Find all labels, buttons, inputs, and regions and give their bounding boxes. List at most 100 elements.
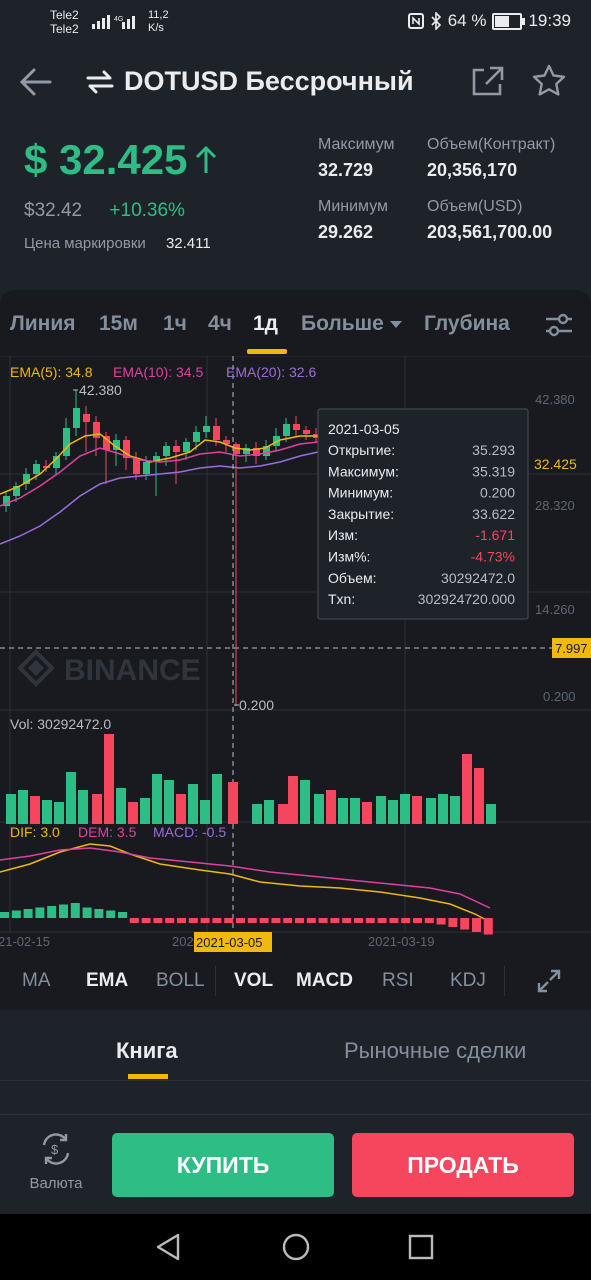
macd-bar — [141, 918, 151, 923]
dem-legend: DEM: 3.5 — [78, 824, 137, 840]
volume-bar — [338, 798, 348, 824]
dem-line — [0, 847, 491, 909]
active-tab-underline — [247, 349, 287, 354]
interval-tabs: Линия 15м 1ч 4ч 1д Больше Глубина — [0, 290, 591, 356]
indicator-rsi[interactable]: RSI — [382, 970, 414, 991]
candle-body — [233, 444, 240, 454]
macd-bar — [70, 903, 80, 918]
tooltip-value: 0.200 — [480, 485, 515, 501]
currency-exchange-icon: $ — [42, 1133, 70, 1165]
tooltip-label: Максимум: — [328, 463, 399, 479]
ema20-legend: EMA(20): 32.6 — [226, 364, 316, 380]
tab-1h[interactable]: 1ч — [163, 312, 187, 335]
tooltip-label: Изм%: — [328, 549, 370, 565]
tab-line[interactable]: Линия — [10, 312, 76, 335]
candle-body — [23, 474, 30, 484]
high-marker: 42.380 — [79, 382, 122, 398]
tooltip-value: 35.293 — [472, 442, 515, 458]
tab-more-label: Больше — [301, 312, 384, 335]
candle-body — [83, 414, 90, 422]
svg-text:$: $ — [51, 1142, 59, 1157]
volume-bars — [6, 734, 496, 824]
volume-bar — [388, 800, 398, 824]
carrier-1: Tele2 — [50, 8, 79, 22]
candle-body — [303, 430, 310, 434]
macd-bar — [129, 918, 139, 923]
tab-1d[interactable]: 1д — [253, 312, 279, 335]
nav-home-icon[interactable] — [281, 1232, 311, 1262]
candle-body — [3, 496, 10, 506]
candle-body — [33, 464, 40, 474]
indicator-divider-2 — [504, 966, 505, 996]
back-arrow-icon[interactable] — [18, 64, 54, 100]
indicator-ema[interactable]: EMA — [86, 970, 129, 991]
macd-bar — [11, 910, 21, 918]
candle-body — [153, 456, 160, 462]
buy-button[interactable]: КУПИТЬ — [112, 1133, 334, 1197]
tooltip-value: 302924720.000 — [418, 591, 516, 607]
crosshair-date: 2021-03-05 — [196, 935, 263, 950]
macd-bar — [389, 918, 399, 923]
sell-button[interactable]: ПРОДАТЬ — [352, 1133, 574, 1197]
mark-price-value: 32.411 — [165, 235, 211, 252]
dif-line — [0, 843, 491, 923]
macd-bar — [283, 918, 293, 923]
volume-bar — [188, 784, 198, 824]
tab-15m[interactable]: 15м — [99, 312, 138, 335]
volume-bar — [140, 798, 150, 824]
currency-button[interactable]: $ Валюта — [24, 1131, 88, 1192]
volume-bar — [152, 774, 162, 824]
macd-bar — [236, 918, 245, 923]
indicator-vol[interactable]: VOL — [234, 970, 274, 991]
watermark-text: BINANCE — [64, 654, 201, 687]
candlestick-chart[interactable]: BINANCE 42.380 28.320 14.260 0.200 32.42… — [0, 356, 591, 956]
tab-market-trades[interactable]: Рыночные сделки — [344, 1038, 527, 1063]
volume-bar — [288, 776, 298, 824]
bluetooth-icon — [431, 12, 441, 30]
share-icon[interactable] — [470, 64, 506, 100]
change-percent: +10.36% — [109, 200, 185, 221]
mark-price-label: Цена маркировки — [24, 235, 146, 252]
chart-settings-icon[interactable] — [544, 312, 574, 338]
tooltip-label: Объем: — [328, 570, 377, 586]
volume-bar — [30, 796, 40, 824]
nav-recents-icon[interactable] — [407, 1233, 435, 1261]
indicator-ma[interactable]: MA — [22, 970, 51, 991]
x-label-4: 2021-03-19 — [368, 934, 435, 949]
macd-bar — [212, 918, 222, 923]
macd-bar — [342, 918, 352, 923]
tab-more[interactable]: Больше — [301, 312, 404, 336]
candle-body — [263, 446, 270, 456]
candle-body — [143, 462, 150, 474]
indicator-kdj[interactable]: KDJ — [450, 970, 486, 991]
x-label-2: 202 — [172, 934, 194, 949]
macd-bar — [330, 918, 340, 923]
candle-body — [133, 458, 140, 474]
volume-bar — [212, 774, 222, 824]
macd-bar — [365, 918, 375, 923]
indicator-macd[interactable]: MACD — [296, 970, 353, 991]
volume-bar — [42, 800, 52, 824]
volume-bar — [412, 796, 422, 824]
page-title[interactable]: DOTUSD Бессрочный — [86, 66, 414, 97]
tab-depth[interactable]: Глубина — [424, 312, 510, 335]
fullscreen-icon[interactable] — [536, 968, 562, 994]
tab-order-book[interactable]: Книга — [116, 1038, 178, 1063]
indicator-boll[interactable]: BOLL — [156, 970, 205, 991]
usd-price: $32.42 — [24, 200, 83, 221]
indicator-divider — [215, 966, 216, 996]
volume-bar — [474, 768, 484, 824]
price-sub: $32.42 +10.36% — [24, 200, 185, 222]
vol-contract-value: 20,356,170 — [427, 160, 518, 180]
vol-contract-label: Объем(Контракт) — [427, 136, 556, 153]
tooltip-date: 2021-03-05 — [328, 421, 400, 437]
macd-bar — [318, 918, 328, 923]
stat-vol-usd: Объем(USD) 203,561,700.00 — [427, 198, 552, 243]
tab-4h[interactable]: 4ч — [208, 312, 232, 335]
stat-vol-contract: Объем(Контракт) 20,356,170 — [427, 136, 555, 181]
favorite-star-icon[interactable] — [530, 62, 568, 100]
macd-bar — [35, 907, 45, 918]
nav-back-icon[interactable] — [154, 1232, 184, 1262]
candle-body — [293, 424, 300, 430]
volume-bar — [54, 802, 64, 824]
